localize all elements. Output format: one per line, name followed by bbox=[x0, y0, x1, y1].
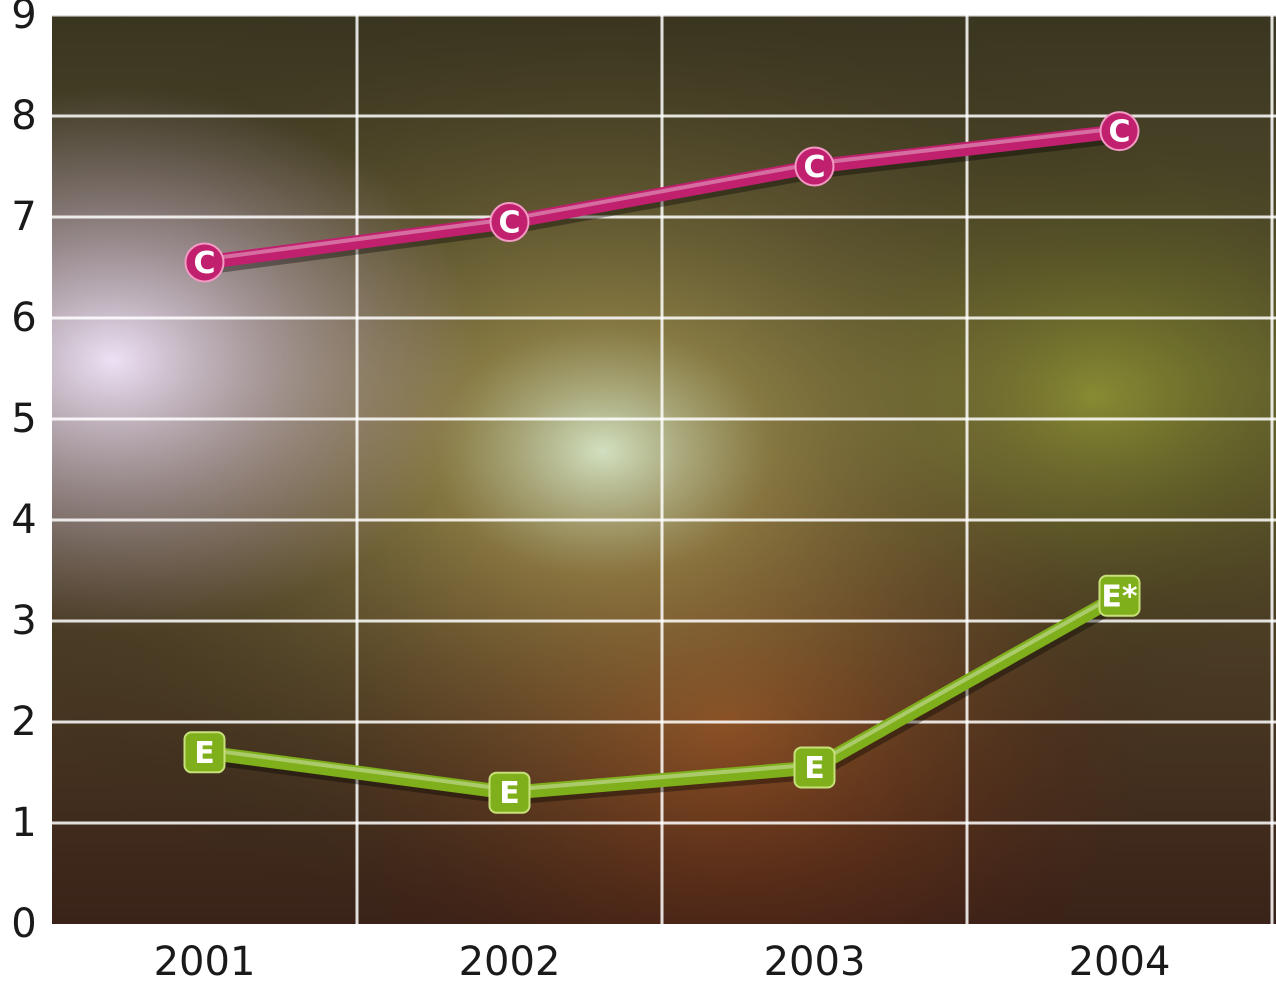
x-tick-label: 2002 bbox=[459, 939, 561, 981]
background-photo bbox=[52, 15, 1276, 924]
gridlines bbox=[52, 13, 1276, 924]
series-line-highlight bbox=[202, 590, 1122, 792]
x-tick-label: 2003 bbox=[764, 939, 866, 981]
data-point-label: C bbox=[193, 246, 215, 281]
y-tick-label: 0 bbox=[11, 901, 36, 947]
series-line bbox=[197, 124, 1127, 270]
y-tick-label: 9 bbox=[11, 0, 36, 38]
data-point-marker bbox=[184, 242, 225, 283]
data-point-marker bbox=[183, 731, 226, 774]
data-point-label: C bbox=[498, 206, 520, 241]
y-tick-label: 1 bbox=[11, 800, 36, 846]
y-tick-label: 5 bbox=[11, 396, 36, 442]
y-tick-label: 2 bbox=[11, 699, 36, 745]
data-point-label: E* bbox=[1101, 579, 1137, 614]
y-tick-label: 3 bbox=[11, 598, 36, 644]
data-point-label: E bbox=[499, 776, 520, 811]
data-point-marker bbox=[489, 202, 530, 243]
series-e: E E E E* bbox=[183, 574, 1141, 814]
y-tick-label: 7 bbox=[11, 194, 36, 240]
x-tick-label: 2001 bbox=[154, 939, 256, 981]
x-axis-ticks: 2001 2002 2003 2004 bbox=[154, 939, 1171, 981]
data-point-label: E bbox=[194, 736, 215, 771]
series-c: C C C C bbox=[184, 111, 1140, 283]
data-point-marker bbox=[488, 771, 531, 814]
data-point-marker bbox=[1098, 574, 1141, 617]
data-point-label: E bbox=[804, 751, 825, 786]
data-point-label: C bbox=[803, 150, 825, 185]
x-tick-label: 2004 bbox=[1069, 939, 1171, 981]
y-axis-ticks: 0 1 2 3 4 5 6 7 8 9 bbox=[11, 0, 36, 947]
data-point-marker bbox=[793, 746, 836, 789]
data-point-label: C bbox=[1108, 115, 1130, 150]
data-point-marker bbox=[794, 146, 835, 187]
y-tick-label: 6 bbox=[11, 295, 36, 341]
series-line-highlight bbox=[202, 126, 1122, 262]
y-tick-label: 8 bbox=[11, 93, 36, 139]
data-point-marker bbox=[1099, 111, 1140, 152]
y-tick-label: 4 bbox=[11, 497, 36, 543]
series-lines: C C C C E E E E* bbox=[183, 111, 1141, 814]
series-line bbox=[197, 588, 1127, 800]
